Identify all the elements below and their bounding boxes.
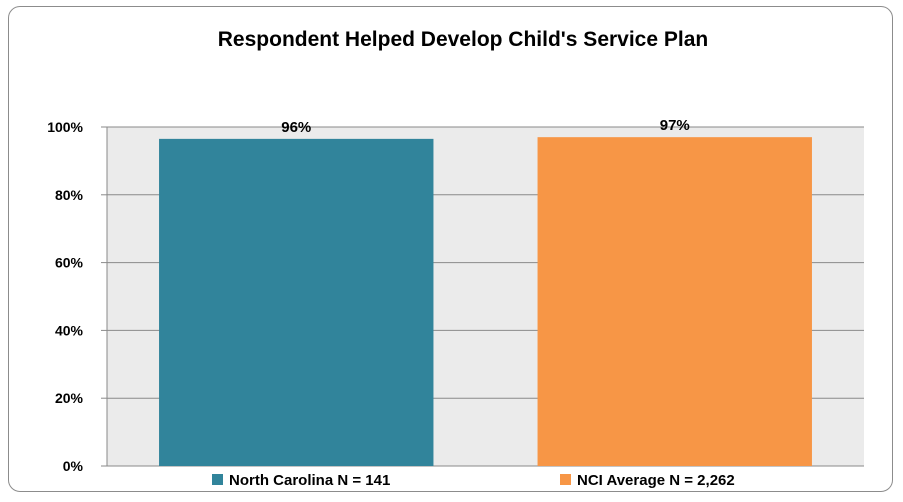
y-tick-label: 40% — [55, 322, 84, 338]
bar — [159, 138, 434, 467]
y-tick-label: 20% — [55, 390, 84, 406]
data-label: 96% — [281, 119, 311, 136]
legend-label: NCI Average N = 2,262 — [577, 472, 735, 489]
data-label: 97% — [660, 117, 690, 134]
bar — [537, 137, 812, 467]
legend-swatch — [212, 474, 223, 485]
y-tick-label: 0% — [63, 458, 84, 474]
y-tick-label: 100% — [47, 119, 83, 135]
legend-label: North Carolina N = 141 — [229, 472, 390, 489]
y-tick-label: 80% — [55, 187, 84, 203]
legend-swatch — [560, 474, 571, 485]
y-tick-label: 60% — [55, 255, 84, 271]
chart-title: Respondent Helped Develop Child's Servic… — [218, 28, 708, 51]
